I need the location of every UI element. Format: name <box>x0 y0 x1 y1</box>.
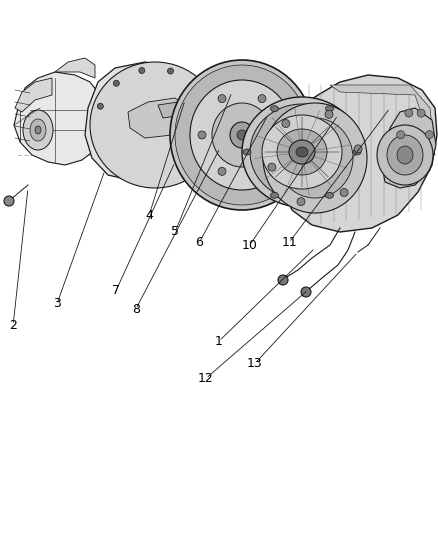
Ellipse shape <box>4 196 14 206</box>
Polygon shape <box>85 62 218 182</box>
Polygon shape <box>128 98 190 138</box>
Ellipse shape <box>271 192 279 198</box>
Polygon shape <box>55 58 95 78</box>
Text: 1: 1 <box>215 335 223 348</box>
Ellipse shape <box>258 95 266 103</box>
Ellipse shape <box>23 110 53 150</box>
Ellipse shape <box>192 82 198 88</box>
Ellipse shape <box>417 109 425 117</box>
Text: 2: 2 <box>9 319 17 332</box>
Text: 7: 7 <box>112 284 120 297</box>
Ellipse shape <box>297 198 305 206</box>
Ellipse shape <box>190 80 294 190</box>
Ellipse shape <box>218 95 226 103</box>
Ellipse shape <box>90 62 220 188</box>
Ellipse shape <box>198 131 206 139</box>
Ellipse shape <box>243 149 251 155</box>
Text: 12: 12 <box>198 372 214 385</box>
Ellipse shape <box>325 110 333 118</box>
Ellipse shape <box>277 118 353 198</box>
Ellipse shape <box>405 109 413 117</box>
Ellipse shape <box>289 140 315 164</box>
Ellipse shape <box>282 119 290 127</box>
Ellipse shape <box>397 146 413 164</box>
Ellipse shape <box>237 130 247 140</box>
Ellipse shape <box>353 149 361 155</box>
Text: 11: 11 <box>281 236 297 249</box>
Text: 3: 3 <box>53 297 61 310</box>
Polygon shape <box>382 108 436 188</box>
Ellipse shape <box>296 147 308 157</box>
Ellipse shape <box>170 60 314 210</box>
Ellipse shape <box>208 106 213 111</box>
Ellipse shape <box>218 167 226 175</box>
Ellipse shape <box>30 119 46 141</box>
Ellipse shape <box>175 65 309 205</box>
Ellipse shape <box>230 122 254 148</box>
Text: 13: 13 <box>247 357 263 370</box>
Ellipse shape <box>325 192 333 198</box>
Ellipse shape <box>271 106 279 112</box>
Ellipse shape <box>97 103 103 109</box>
Polygon shape <box>15 78 52 112</box>
Ellipse shape <box>35 126 41 134</box>
Ellipse shape <box>242 97 362 207</box>
Ellipse shape <box>387 135 423 175</box>
Ellipse shape <box>139 68 145 74</box>
Ellipse shape <box>325 106 333 112</box>
Ellipse shape <box>263 103 367 213</box>
Ellipse shape <box>278 275 288 285</box>
Polygon shape <box>280 75 437 232</box>
Ellipse shape <box>212 103 272 167</box>
Ellipse shape <box>340 189 348 197</box>
Polygon shape <box>14 72 105 165</box>
Ellipse shape <box>377 125 433 185</box>
Ellipse shape <box>354 145 362 153</box>
Ellipse shape <box>277 129 327 175</box>
Ellipse shape <box>301 287 311 297</box>
Polygon shape <box>330 85 435 155</box>
Ellipse shape <box>425 131 433 139</box>
Ellipse shape <box>258 167 266 175</box>
Ellipse shape <box>278 131 286 139</box>
Ellipse shape <box>113 80 120 86</box>
Ellipse shape <box>167 68 173 74</box>
Ellipse shape <box>250 104 354 200</box>
Ellipse shape <box>262 115 342 189</box>
Text: 4: 4 <box>145 209 153 222</box>
Text: 5: 5 <box>171 225 179 238</box>
Ellipse shape <box>268 163 276 171</box>
Text: 8: 8 <box>132 303 140 316</box>
Ellipse shape <box>397 131 405 139</box>
Polygon shape <box>158 102 183 118</box>
Text: 6: 6 <box>195 236 203 249</box>
Text: 10: 10 <box>242 239 258 252</box>
